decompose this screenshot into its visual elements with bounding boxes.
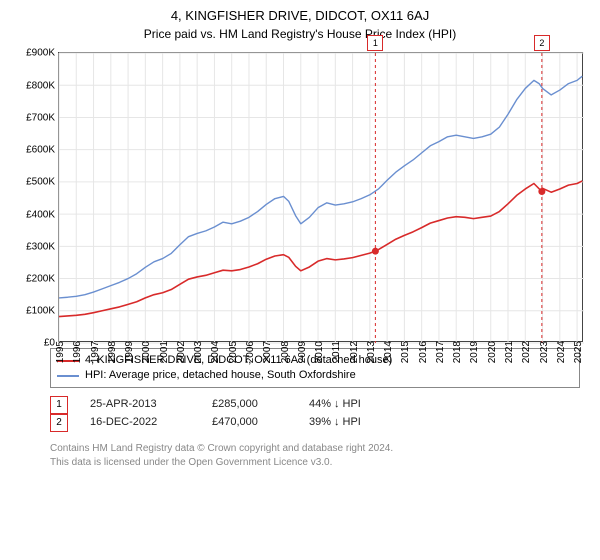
- y-tick-label: £700K: [26, 112, 59, 123]
- sale-delta-suffix: HPI: [343, 414, 361, 432]
- arrow-down-icon: ↓: [334, 414, 340, 432]
- legend-swatch: [57, 375, 79, 377]
- y-tick-label: £200K: [26, 274, 59, 285]
- x-tick-label: 2008: [280, 341, 291, 363]
- footer: Contains HM Land Registry data © Crown c…: [50, 442, 580, 469]
- chart-container: 4, KINGFISHER DRIVE, DIDCOT, OX11 6AJ Pr…: [0, 0, 600, 469]
- y-tick-label: £400K: [26, 209, 59, 220]
- sale-marker-badge: 2: [534, 35, 550, 51]
- x-tick-label: 2001: [159, 341, 170, 363]
- sale-row: 2 16-DEC-2022 £470,000 39%↓HPI: [50, 414, 580, 432]
- x-tick-label: 2014: [383, 341, 394, 363]
- sale-date: 25-APR-2013: [90, 396, 190, 414]
- arrow-down-icon: ↓: [334, 396, 340, 414]
- x-tick-label: 2025: [573, 341, 584, 363]
- x-tick-label: 2023: [539, 341, 550, 363]
- x-tick-label: 2003: [193, 341, 204, 363]
- y-tick-label: £600K: [26, 145, 59, 156]
- plot-svg: [59, 53, 584, 343]
- y-tick-label: £900K: [26, 48, 59, 59]
- y-tick-label: £100K: [26, 306, 59, 317]
- legend-label: HPI: Average price, detached house, Sout…: [85, 368, 356, 383]
- plot-region: £0£100K£200K£300K£400K£500K£600K£700K£80…: [58, 52, 583, 342]
- x-tick-label: 2017: [435, 341, 446, 363]
- x-tick-label: 2022: [521, 341, 532, 363]
- x-tick-label: 2006: [245, 341, 256, 363]
- x-tick-label: 2007: [262, 341, 273, 363]
- y-tick-label: £800K: [26, 80, 59, 91]
- x-tick-label: 2000: [141, 341, 152, 363]
- x-tick-label: 2010: [314, 341, 325, 363]
- x-tick-label: 2004: [210, 341, 221, 363]
- x-tick-label: 2002: [176, 341, 187, 363]
- x-tick-label: 1995: [55, 341, 66, 363]
- sale-delta-pct: 39%: [309, 414, 331, 432]
- x-tick-label: 2013: [366, 341, 377, 363]
- y-tick-label: £300K: [26, 241, 59, 252]
- x-tick-label: 2009: [297, 341, 308, 363]
- x-tick-label: 2012: [349, 341, 360, 363]
- sale-delta-suffix: HPI: [343, 396, 361, 414]
- x-tick-label: 1999: [124, 341, 135, 363]
- chart-subtitle: Price paid vs. HM Land Registry's House …: [0, 27, 600, 49]
- sale-price: £285,000: [212, 396, 287, 414]
- y-tick-label: £500K: [26, 177, 59, 188]
- sale-badge: 2: [50, 414, 68, 432]
- sale-badge: 1: [50, 396, 68, 414]
- x-tick-label: 2019: [469, 341, 480, 363]
- x-tick-label: 1996: [72, 341, 83, 363]
- x-tick-label: 2018: [452, 341, 463, 363]
- sale-marker-badge: 1: [367, 35, 383, 51]
- sale-price: £470,000: [212, 414, 287, 432]
- footer-line-1: Contains HM Land Registry data © Crown c…: [50, 442, 580, 456]
- x-tick-label: 2020: [487, 341, 498, 363]
- sales-table: 1 25-APR-2013 £285,000 44%↓HPI 2 16-DEC-2022 £…: [50, 396, 580, 432]
- sale-row: 1 25-APR-2013 £285,000 44%↓HPI: [50, 396, 580, 414]
- sale-delta: 39%↓HPI: [309, 414, 361, 432]
- sale-delta-pct: 44%: [309, 396, 331, 414]
- chart-area: £0£100K£200K£300K£400K£500K£600K£700K£80…: [10, 52, 590, 342]
- x-tick-label: 2011: [331, 341, 342, 363]
- chart-title: 4, KINGFISHER DRIVE, DIDCOT, OX11 6AJ: [0, 0, 600, 27]
- footer-line-2: This data is licensed under the Open Gov…: [50, 456, 580, 470]
- x-tick-label: 2016: [418, 341, 429, 363]
- x-tick-label: 2021: [504, 341, 515, 363]
- sale-delta: 44%↓HPI: [309, 396, 361, 414]
- x-tick-label: 2015: [400, 341, 411, 363]
- legend-item: HPI: Average price, detached house, Sout…: [57, 368, 573, 383]
- x-tick-label: 2024: [556, 341, 567, 363]
- x-tick-label: 2005: [228, 341, 239, 363]
- sale-date: 16-DEC-2022: [90, 414, 190, 432]
- x-tick-label: 1998: [107, 341, 118, 363]
- x-tick-label: 1997: [90, 341, 101, 363]
